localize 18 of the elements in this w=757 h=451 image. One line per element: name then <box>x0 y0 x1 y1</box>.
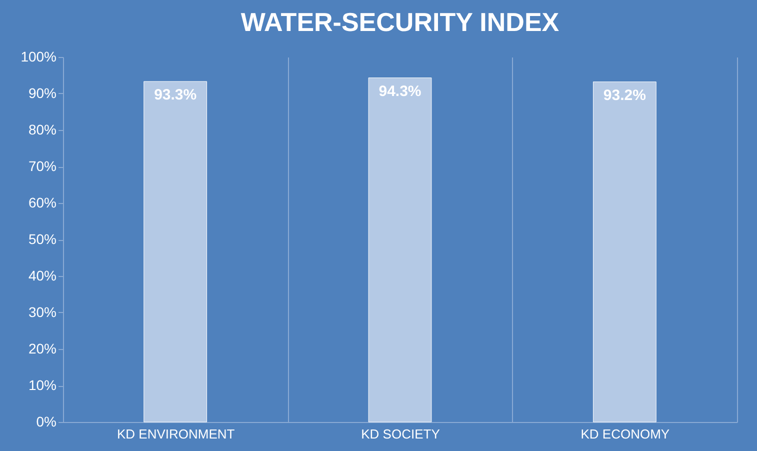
y-tick-label: 90% <box>28 85 56 101</box>
data-label: 93.2% <box>603 86 646 104</box>
y-tick-label: 40% <box>28 268 56 284</box>
y-tick-label: 100% <box>20 48 56 64</box>
y-tick-label: 10% <box>28 377 56 393</box>
x-tick-label: KD ENVIRONMENT <box>116 426 235 442</box>
data-label: 94.3% <box>378 82 422 100</box>
y-tick-label: 80% <box>28 122 56 138</box>
x-tick-label: KD ECONOMY <box>580 426 670 442</box>
chart-title: WATER-SECURITY INDEX <box>240 7 560 37</box>
x-tick-label: KD SOCIETY <box>361 426 440 442</box>
y-tick-label: 20% <box>28 340 56 356</box>
y-tick-label: 30% <box>28 304 56 320</box>
y-tick-label: 60% <box>28 194 56 210</box>
y-tick-label: 70% <box>28 158 56 174</box>
y-tick-label: 50% <box>28 231 56 247</box>
data-label: 93.3% <box>154 86 197 104</box>
y-tick-label: 0% <box>36 414 56 430</box>
